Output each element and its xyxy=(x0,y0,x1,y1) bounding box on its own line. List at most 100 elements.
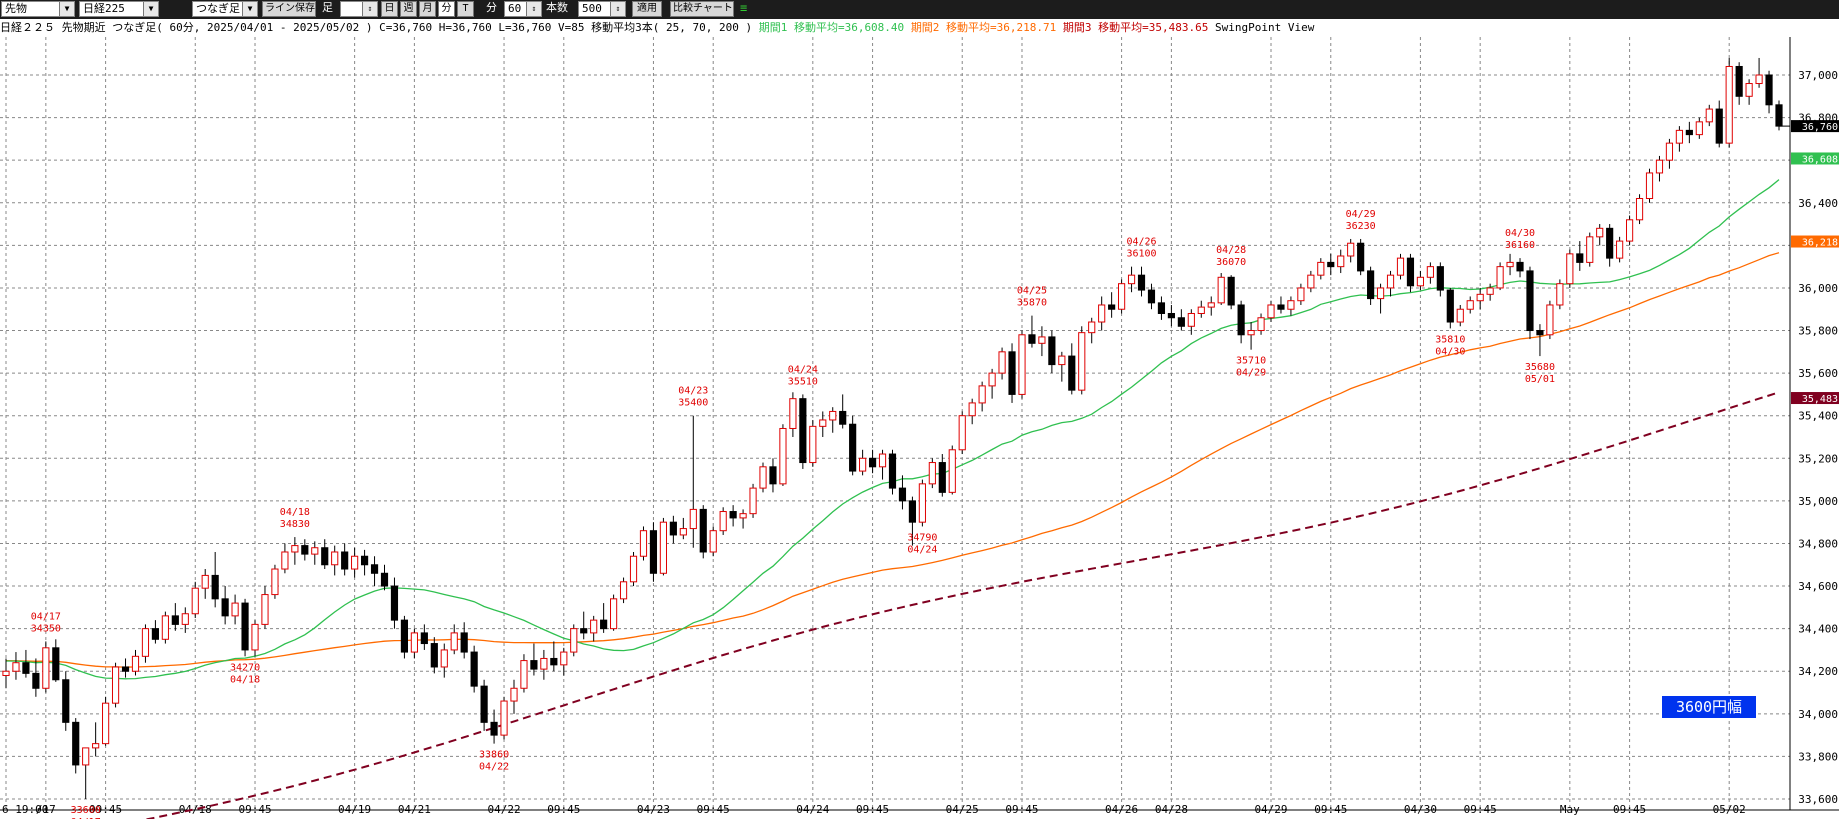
candle-body[interactable] xyxy=(1297,287,1305,302)
candle-body[interactable] xyxy=(1765,74,1773,106)
candle-body[interactable] xyxy=(12,662,20,672)
candle-body[interactable] xyxy=(440,649,448,668)
candle-body[interactable] xyxy=(171,615,179,625)
candle-body[interactable] xyxy=(1068,355,1076,391)
candle-body[interactable] xyxy=(490,721,498,736)
candle-body[interactable] xyxy=(410,632,418,653)
candle-body[interactable] xyxy=(500,700,508,736)
candle-body[interactable] xyxy=(918,483,926,523)
candle-body[interactable] xyxy=(709,530,717,553)
compare-chart-button[interactable]: 比較チャート xyxy=(670,1,734,17)
candle-body[interactable] xyxy=(769,466,777,485)
candle-body[interactable] xyxy=(1386,274,1395,289)
candle-body[interactable] xyxy=(560,651,568,666)
candle-body[interactable] xyxy=(1247,330,1255,336)
candle-body[interactable] xyxy=(1108,304,1116,310)
candle-body[interactable] xyxy=(759,466,767,489)
candle-body[interactable] xyxy=(311,547,319,555)
candle-body[interactable] xyxy=(251,623,259,651)
minutes-field[interactable]: 60 ⇕ xyxy=(504,1,542,17)
candle-body[interactable] xyxy=(789,398,797,429)
candle-body[interactable] xyxy=(629,555,638,583)
candle-body[interactable] xyxy=(799,398,807,464)
candle-body[interactable] xyxy=(102,702,110,745)
candle-body[interactable] xyxy=(32,672,40,689)
candle-body[interactable] xyxy=(1546,304,1554,336)
candle-body[interactable] xyxy=(1685,129,1693,136)
candle-body[interactable] xyxy=(1307,274,1315,289)
candle-body[interactable] xyxy=(739,513,747,519)
candle-body[interactable] xyxy=(1078,332,1086,391)
candle-body[interactable] xyxy=(1098,304,1106,323)
candle-body[interactable] xyxy=(470,651,478,687)
candle-body[interactable] xyxy=(52,647,60,681)
bars-field[interactable]: 500 ⇕ xyxy=(578,1,626,17)
candle-body[interactable] xyxy=(1635,198,1644,221)
candle-body[interactable] xyxy=(1277,304,1285,310)
timeframe-minute-button[interactable]: 分 xyxy=(438,1,455,17)
candle-body[interactable] xyxy=(719,511,727,532)
candle-body[interactable] xyxy=(659,521,667,574)
candle-body[interactable] xyxy=(1526,270,1534,332)
candle-body[interactable] xyxy=(948,449,956,493)
candle-body[interactable] xyxy=(669,521,677,536)
candle-body[interactable] xyxy=(1626,219,1634,242)
candle-body[interactable] xyxy=(1596,227,1604,238)
candle-body[interactable] xyxy=(1157,302,1166,314)
candle-body[interactable] xyxy=(619,581,628,600)
candle-body[interactable] xyxy=(1018,334,1026,395)
candle-body[interactable] xyxy=(749,487,757,515)
candle-body[interactable] xyxy=(1327,261,1335,268)
candle-body[interactable] xyxy=(281,551,289,570)
candle-body[interactable] xyxy=(1735,65,1743,97)
candle-body[interactable] xyxy=(928,462,936,485)
candle-body[interactable] xyxy=(580,628,588,634)
candle-body[interactable] xyxy=(82,747,90,766)
candle-body[interactable] xyxy=(360,555,369,566)
candle-body[interactable] xyxy=(231,602,239,617)
candle-body[interactable] xyxy=(998,351,1006,374)
candle-body[interactable] xyxy=(639,530,648,557)
candle-body[interactable] xyxy=(729,511,737,519)
candle-body[interactable] xyxy=(1207,302,1215,308)
candle-body[interactable] xyxy=(1586,236,1594,263)
candle-body[interactable] xyxy=(191,587,199,615)
candle-body[interactable] xyxy=(261,594,269,625)
candle-body[interactable] xyxy=(1476,293,1484,302)
candle-body[interactable] xyxy=(1137,274,1146,291)
candle-body[interactable] xyxy=(62,679,70,723)
timeframe-week-button[interactable]: 週 xyxy=(400,1,417,17)
candle-body[interactable] xyxy=(131,655,140,672)
candle-body[interactable] xyxy=(161,615,169,640)
candle-body[interactable] xyxy=(22,662,30,674)
candle-body[interactable] xyxy=(1347,242,1355,257)
candle-body[interactable] xyxy=(201,574,209,589)
candle-body[interactable] xyxy=(1177,317,1185,327)
candle-body[interactable] xyxy=(390,585,399,621)
candle-body[interactable] xyxy=(291,545,299,553)
candle-body[interactable] xyxy=(1496,266,1504,289)
candle-body[interactable] xyxy=(878,453,887,468)
candle-body[interactable] xyxy=(1446,289,1454,323)
candle-body[interactable] xyxy=(1317,261,1325,276)
candle-body[interactable] xyxy=(649,530,658,574)
candle-body[interactable] xyxy=(958,415,966,451)
candle-body[interactable] xyxy=(1566,253,1574,285)
candle-body[interactable] xyxy=(1287,300,1295,310)
candle-body[interactable] xyxy=(1167,312,1175,319)
candle-body[interactable] xyxy=(1466,300,1474,310)
candle-body[interactable] xyxy=(111,666,120,704)
candle-body[interactable] xyxy=(1337,255,1345,268)
candle-body[interactable] xyxy=(610,598,618,630)
candle-body[interactable] xyxy=(590,619,598,634)
candle-body[interactable] xyxy=(221,598,229,617)
candle-body[interactable] xyxy=(1456,308,1464,323)
timeframe-month-button[interactable]: 月 xyxy=(419,1,436,17)
candle-body[interactable] xyxy=(1357,242,1365,272)
candle-body[interactable] xyxy=(1705,108,1713,123)
candle-body[interactable] xyxy=(121,666,130,672)
candle-body[interactable] xyxy=(510,687,518,702)
candle-body[interactable] xyxy=(550,657,558,666)
candle-body[interactable] xyxy=(1227,276,1235,306)
candle-body[interactable] xyxy=(1715,108,1723,144)
